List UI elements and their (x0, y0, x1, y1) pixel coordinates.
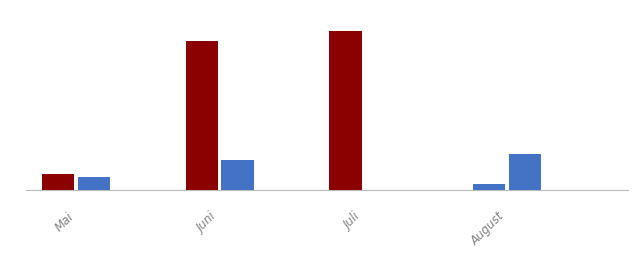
Bar (329, 31, 361, 190)
Bar (473, 184, 505, 190)
Bar (186, 41, 218, 190)
Bar (78, 177, 110, 190)
Bar (42, 174, 74, 190)
Bar (508, 154, 541, 190)
Bar (221, 160, 254, 190)
